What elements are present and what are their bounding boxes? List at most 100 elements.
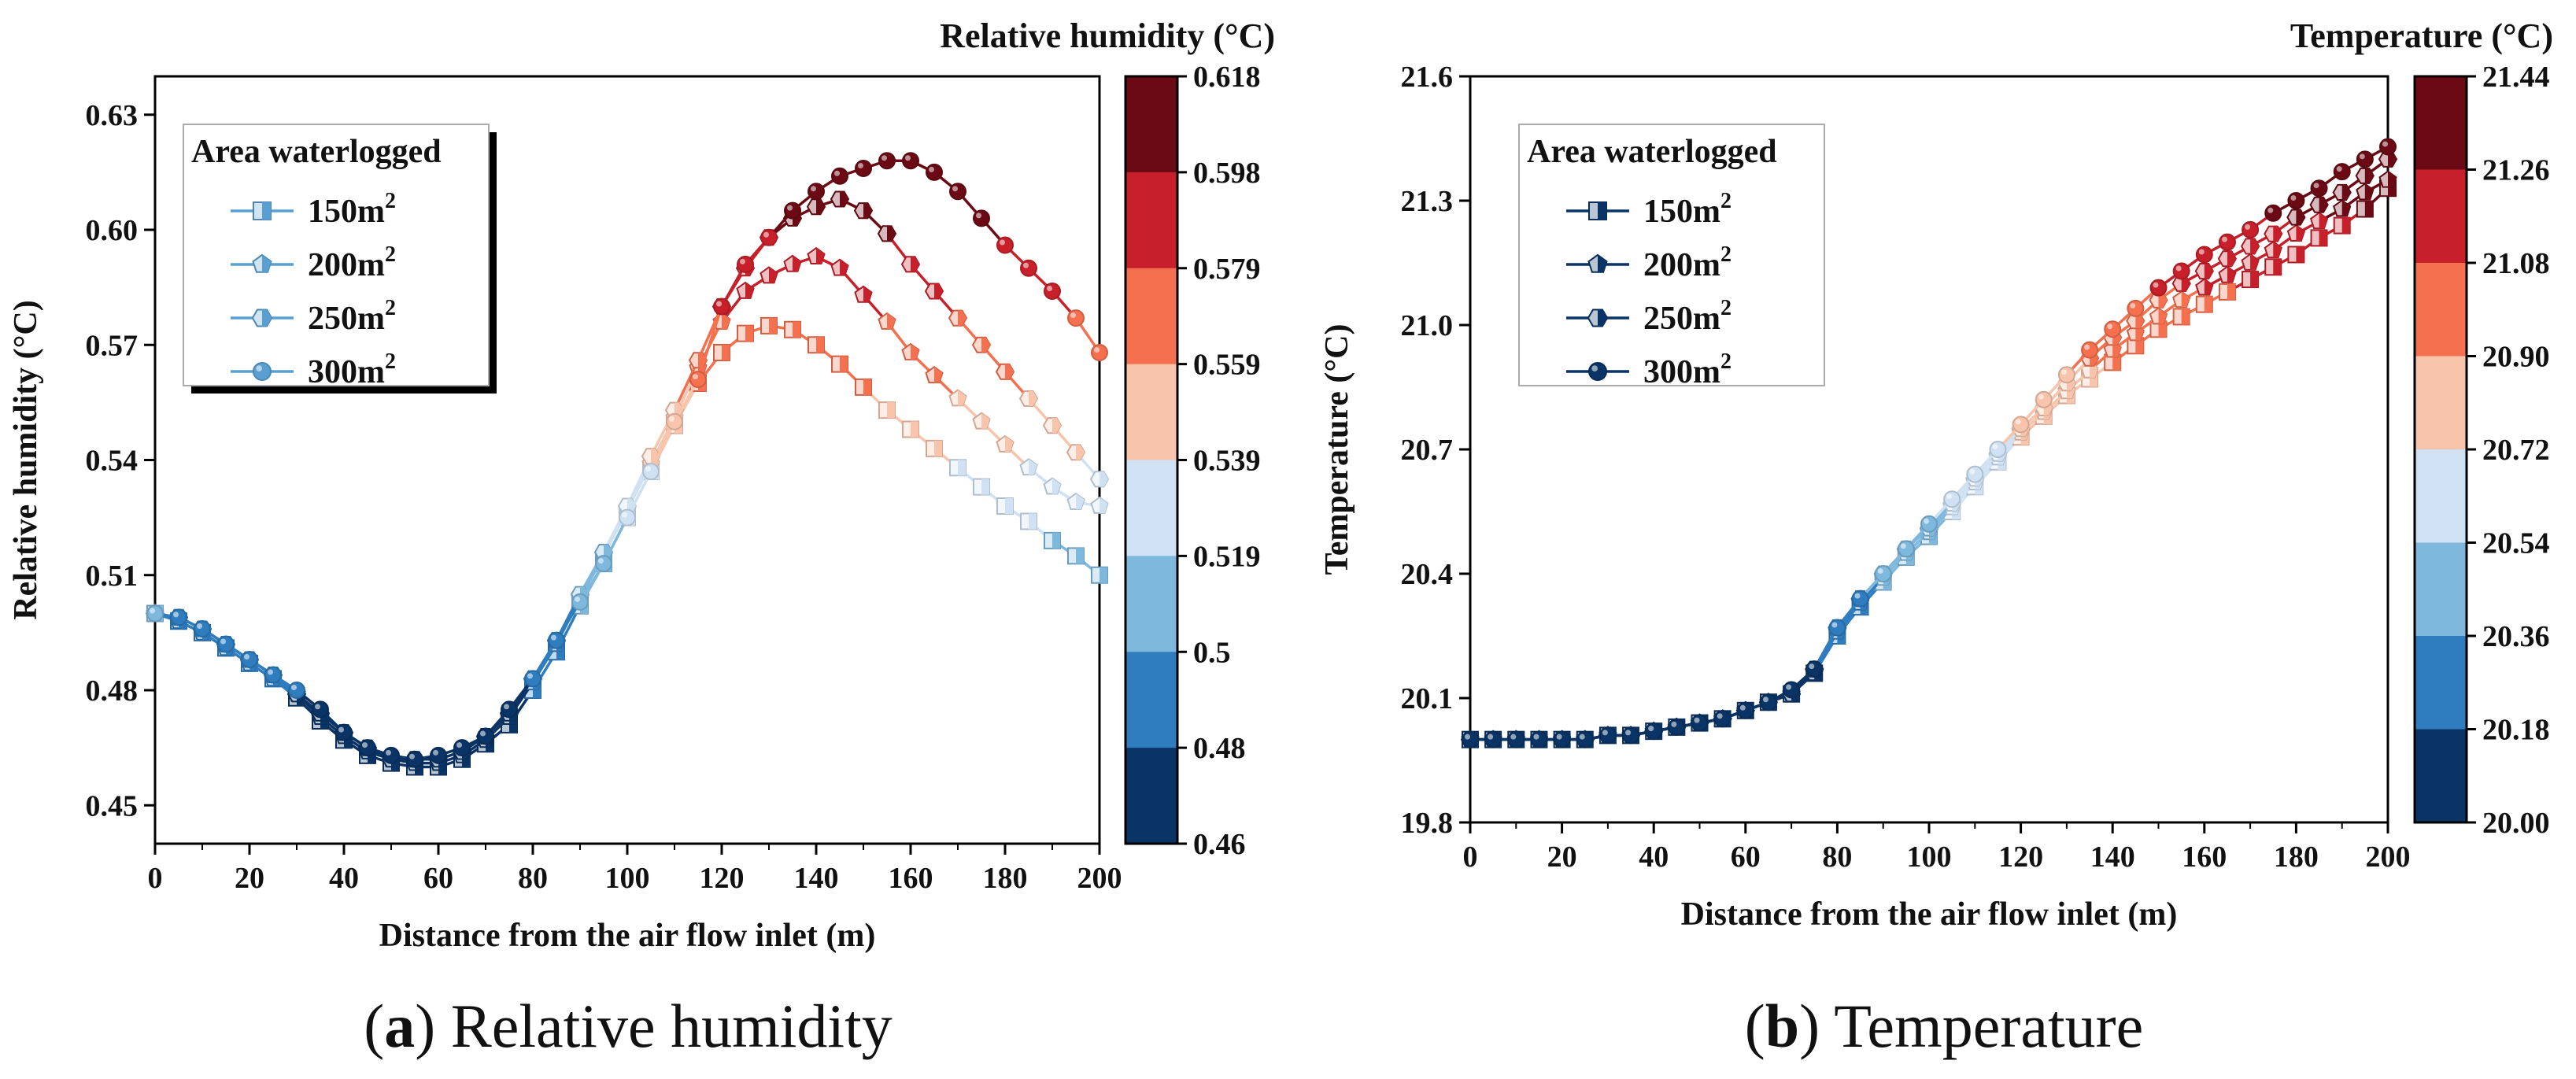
data-point-marker-highlight [173,612,179,618]
data-point-marker-fill [2250,272,2259,288]
data-point [194,620,211,637]
data-point [2264,258,2282,276]
legend-label-superscript: 2 [1720,349,1732,374]
data-point-marker-highlight [527,673,533,679]
data-point-marker-fill [887,226,896,242]
legend-item: 150m2 [1566,189,1732,230]
x-tick-label: 180 [983,862,1028,895]
data-point-marker-fill [2364,168,2374,183]
y-tick-label: 0.57 [86,329,139,362]
data-point-marker-highlight [2290,195,2297,201]
data-point [2194,263,2214,280]
colorbar-tick-label: 0.579 [1193,253,1261,286]
data-point-marker [548,631,565,649]
data-point-marker-highlight [315,704,320,710]
data-point-marker-highlight [2153,282,2159,288]
data-point-marker [288,682,305,699]
y-tick-label: 0.51 [86,560,139,593]
data-point-marker [949,183,966,201]
legend-label-text: 300m [1643,354,1720,390]
data-point [1759,693,1777,711]
colorbar-segment [1125,652,1177,748]
data-point-marker-fill [863,286,872,302]
data-point [996,497,1014,515]
data-point [1066,492,1085,510]
x-tick-label: 20 [235,862,264,895]
data-point [1805,660,1824,678]
data-point [996,236,1014,254]
data-point-marker-highlight [2015,419,2021,425]
data-point-marker [170,608,187,626]
data-point [971,336,992,353]
colorbar-tick-label: 21.08 [2482,247,2550,280]
data-point-marker [1736,701,1754,719]
data-point-marker [312,700,329,719]
data-point-marker-highlight [480,730,486,737]
data-point-marker [1851,589,1869,608]
data-point-marker [2242,220,2260,238]
legend-label: 250m2 [308,296,396,337]
colorbar-tick-label: 21.26 [2482,154,2550,187]
data-point-marker-fill [1029,513,1037,530]
data-point-marker [713,297,730,316]
data-point [737,324,754,342]
data-point-marker-fill [2158,321,2167,338]
data-point-marker-highlight [1579,733,1585,740]
data-point-marker-highlight [1556,733,1562,740]
data-point [1067,547,1085,565]
data-point-marker-highlight [291,685,297,690]
data-point-marker-highlight [456,742,462,748]
data-point-marker [1067,309,1085,327]
x-tick-label: 140 [2090,841,2135,874]
data-point-marker-highlight [2175,265,2182,272]
legend-label: 200m2 [308,242,396,283]
data-point-marker-fill [745,325,753,342]
data-point-marker-fill [722,313,730,329]
data-point [973,209,990,227]
data-point-marker-fill [1029,391,1037,406]
data-point-marker-highlight [1694,717,1700,723]
data-point-marker-fill [887,313,896,329]
data-point [2218,283,2236,301]
data-point [878,312,896,330]
data-point-marker-fill [1100,497,1108,513]
data-point-marker [1462,730,1479,748]
data-point-marker-fill [1005,498,1013,514]
data-point [2379,138,2397,156]
data-point [2287,192,2305,209]
data-point-marker [501,700,518,719]
data-point [359,739,376,757]
data-point [1018,390,1039,407]
data-point [713,297,730,316]
legend-label-superscript: 2 [1720,242,1732,267]
data-point-marker [902,152,919,170]
data-point-marker [1576,730,1594,748]
colorbar-segment [2415,542,2467,637]
colorbar-segment [2415,729,2467,823]
legend-label-superscript: 2 [385,189,396,213]
data-point [146,604,164,623]
data-point [241,651,258,668]
data-point-marker [571,593,589,611]
data-point-marker-highlight [787,205,793,211]
data-point-marker-fill [1052,418,1061,434]
y-tick-label: 0.63 [86,99,139,132]
data-point [830,190,850,208]
colorbar-title: Temperature (°C) [2290,17,2553,55]
series-circle [146,152,1108,768]
data-point-marker-highlight [256,365,262,371]
data-point [2217,250,2238,268]
data-point [1044,531,1061,549]
data-point-marker-fill [2273,259,2282,275]
data-point-marker-highlight [622,512,627,518]
data-point [1553,730,1571,748]
colorbar-segment [2415,263,2467,357]
data-point-marker [2310,179,2328,198]
data-point-marker-fill [840,191,848,207]
panel-caption: (b) Temperature [1745,992,2143,1060]
data-point-marker-fill [1598,254,1607,272]
data-point-marker-highlight [740,258,745,264]
data-point [948,309,968,327]
data-point-marker-highlight [1831,622,1838,628]
data-point-marker-highlight [1648,726,1654,732]
